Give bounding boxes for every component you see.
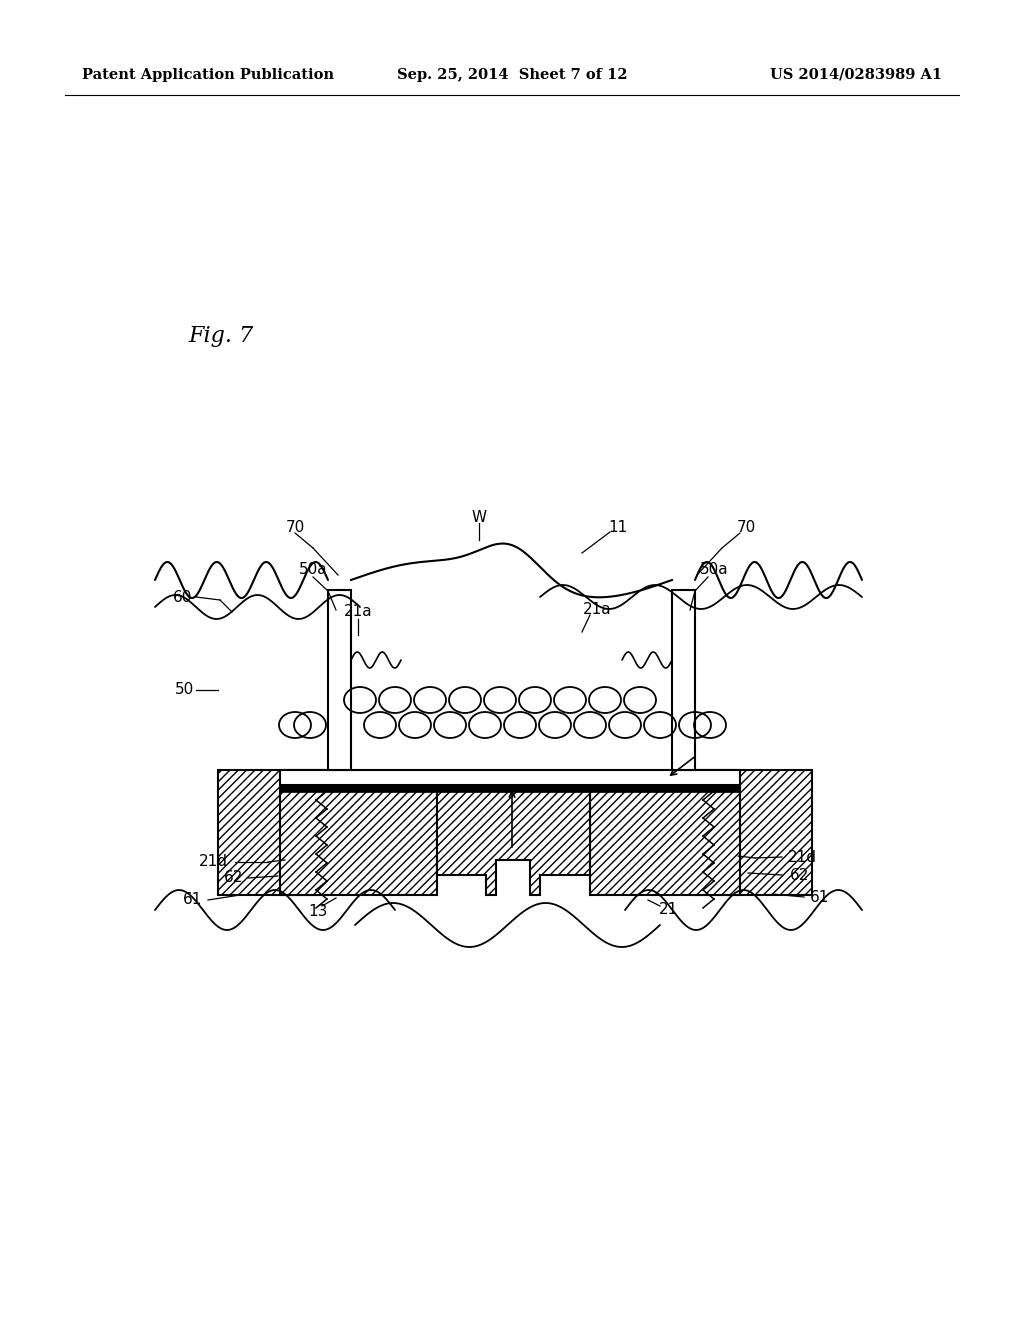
- Text: 13: 13: [308, 904, 328, 920]
- Text: 50: 50: [175, 682, 195, 697]
- Bar: [328, 590, 351, 770]
- Text: 61: 61: [810, 890, 829, 904]
- Bar: [280, 785, 740, 792]
- Text: 62: 62: [791, 867, 810, 883]
- Bar: [280, 770, 740, 785]
- Text: 61: 61: [183, 892, 203, 908]
- Text: 50a: 50a: [299, 562, 328, 578]
- Text: Patent Application Publication: Patent Application Publication: [82, 69, 334, 82]
- Text: 21a: 21a: [344, 605, 373, 619]
- Bar: [280, 785, 437, 895]
- Bar: [692, 770, 812, 895]
- Text: 21: 21: [658, 903, 678, 917]
- Text: W: W: [471, 510, 486, 524]
- Polygon shape: [437, 785, 590, 895]
- Bar: [218, 770, 338, 895]
- Text: Fig. 7: Fig. 7: [188, 325, 253, 347]
- Bar: [672, 590, 695, 770]
- Text: US 2014/0283989 A1: US 2014/0283989 A1: [770, 69, 942, 82]
- Text: 62: 62: [224, 870, 244, 886]
- Text: Sep. 25, 2014  Sheet 7 of 12: Sep. 25, 2014 Sheet 7 of 12: [396, 69, 628, 82]
- Text: 70: 70: [286, 520, 304, 535]
- Text: 60: 60: [173, 590, 193, 605]
- Text: 21d: 21d: [787, 850, 816, 865]
- Bar: [590, 785, 740, 895]
- Text: 50a: 50a: [699, 562, 728, 578]
- Text: 21a: 21a: [583, 602, 611, 616]
- Text: 70: 70: [736, 520, 756, 535]
- Bar: [280, 785, 740, 792]
- Text: 11: 11: [608, 520, 628, 535]
- Text: 21d: 21d: [199, 854, 227, 870]
